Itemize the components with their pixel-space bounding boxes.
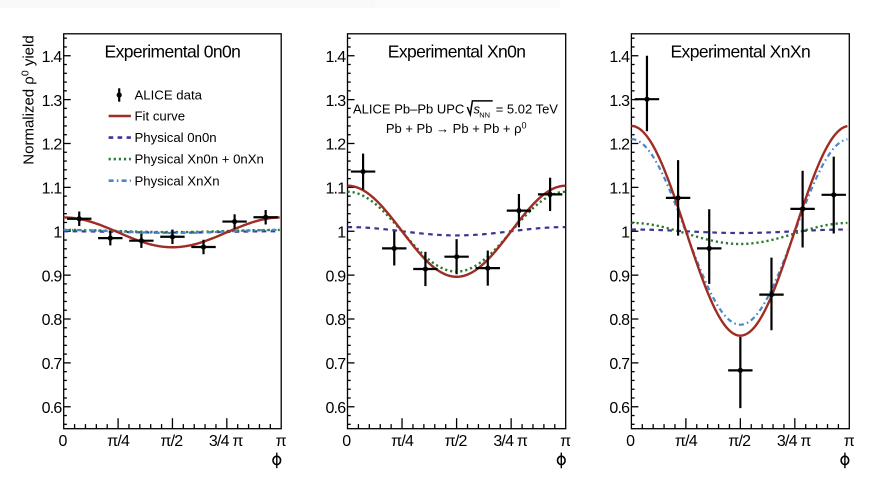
svg-text:0.8: 0.8 (609, 312, 630, 329)
svg-text:0.8: 0.8 (325, 312, 346, 329)
svg-text:1: 1 (337, 224, 346, 241)
svg-text:π/2: π/2 (445, 433, 468, 450)
svg-text:1.1: 1.1 (325, 181, 346, 198)
svg-text:0.9: 0.9 (609, 268, 630, 285)
svg-text:Physical Xn0n + 0nXn: Physical Xn0n + 0nXn (135, 152, 264, 167)
svg-text:NN: NN (479, 110, 490, 119)
svg-text:0: 0 (342, 433, 351, 450)
svg-text:s: s (474, 101, 481, 116)
svg-text:= 5.02 TeV: = 5.02 TeV (496, 101, 559, 116)
svg-text:0.6: 0.6 (42, 400, 63, 417)
svg-text:0.7: 0.7 (42, 356, 63, 373)
svg-text:0.6: 0.6 (325, 400, 346, 417)
svg-text:1.2: 1.2 (325, 137, 346, 154)
svg-text:0.9: 0.9 (42, 268, 63, 285)
svg-text:1: 1 (53, 224, 62, 241)
svg-text:π/2: π/2 (728, 433, 751, 450)
svg-text:3/4 π: 3/4 π (777, 433, 811, 450)
svg-text:π/2: π/2 (160, 433, 183, 450)
svg-text:Experimental XnXn: Experimental XnXn (670, 41, 810, 61)
svg-text:0: 0 (626, 433, 635, 450)
svg-text:Experimental 0n0n: Experimental 0n0n (105, 41, 241, 61)
svg-text:0.9: 0.9 (325, 268, 346, 285)
svg-text:0.7: 0.7 (609, 356, 630, 373)
svg-text:1.4: 1.4 (42, 49, 63, 66)
svg-text:0.7: 0.7 (325, 356, 346, 373)
svg-text:1.1: 1.1 (42, 181, 63, 198)
svg-text:Normalized ρ0 yield: Normalized ρ0 yield (20, 35, 38, 164)
svg-text:3/4 π: 3/4 π (493, 433, 527, 450)
svg-text:π: π (844, 433, 855, 450)
svg-text:Experimental Xn0n: Experimental Xn0n (388, 41, 526, 61)
svg-text:1.3: 1.3 (325, 93, 346, 110)
svg-text:1.3: 1.3 (609, 93, 630, 110)
svg-text:1.2: 1.2 (609, 137, 630, 154)
svg-text:π: π (560, 433, 571, 450)
svg-text:ALICE data: ALICE data (135, 88, 203, 103)
svg-text:1.4: 1.4 (609, 49, 630, 66)
svg-text:Pb + Pb → Pb + Pb + ρ0: Pb + Pb → Pb + Pb + ρ0 (386, 120, 527, 136)
svg-text:π: π (276, 433, 287, 450)
svg-text:1.4: 1.4 (325, 49, 346, 66)
svg-text:π/4: π/4 (391, 433, 414, 450)
svg-text:π/4: π/4 (107, 433, 130, 450)
svg-text:1.1: 1.1 (609, 181, 630, 198)
svg-text:Physical 0n0n: Physical 0n0n (135, 130, 217, 145)
svg-text:0.6: 0.6 (609, 400, 630, 417)
svg-text:Fit curve: Fit curve (135, 109, 186, 124)
svg-text:3/4 π: 3/4 π (209, 433, 243, 450)
svg-text:1: 1 (621, 224, 630, 241)
svg-text:Physical XnXn: Physical XnXn (135, 173, 220, 188)
svg-text:1.2: 1.2 (42, 137, 63, 154)
svg-text:0.8: 0.8 (42, 312, 63, 329)
svg-text:0: 0 (58, 433, 67, 450)
svg-text:1.3: 1.3 (42, 93, 63, 110)
svg-text:ALICE Pb–Pb UPC: ALICE Pb–Pb UPC (353, 101, 464, 116)
svg-text:π/4: π/4 (675, 433, 698, 450)
